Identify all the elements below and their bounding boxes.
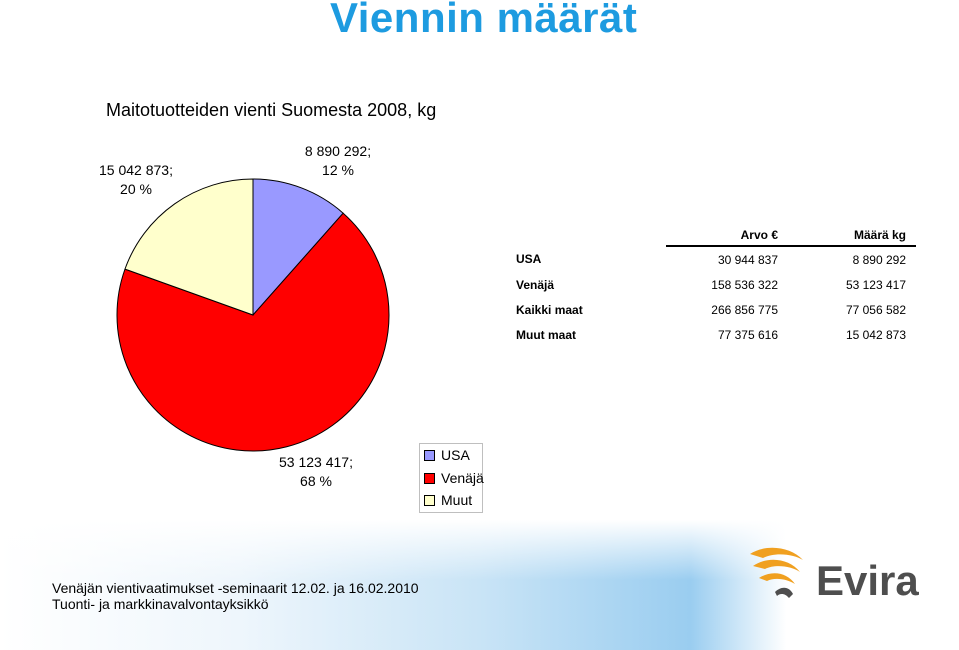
export-table: Arvo € Määrä kg USA 30 944 837 8 890 292… [516, 225, 916, 347]
table-cell-arvo: 30 944 837 [717, 252, 778, 267]
table-cell-arvo: 77 375 616 [717, 327, 778, 342]
chart-title: Maitotuotteiden vienti Suomesta 2008, kg [106, 100, 437, 120]
table-header-arvo: Arvo € [666, 225, 778, 247]
legend-label-usa: USA [441, 447, 470, 463]
table-cell-country: Kaikki maat [516, 302, 583, 317]
page-title: Viennin määrät [330, 0, 638, 41]
pie-label-percent: 12 % [322, 162, 354, 178]
evira-logo-mark [750, 547, 803, 598]
legend-label-muut: Muut [441, 492, 473, 508]
footer-line-1: Venäjän vientivaatimukset -seminaarit 12… [52, 580, 419, 596]
table-cell-maara: 53 123 417 [845, 277, 906, 292]
table-cell-arvo: 266 856 775 [711, 302, 778, 317]
legend-item-muut: Muut [424, 490, 472, 510]
pie-label-value: 15 042 873; [99, 162, 173, 178]
table-cell-maara: 77 056 582 [845, 302, 906, 317]
footer-text: Venäjän vientivaatimukset -seminaarit 12… [52, 580, 419, 612]
table-cell-country: USA [516, 252, 542, 266]
table-cell-arvo: 158 536 322 [711, 277, 778, 292]
legend-label-venaja: Venäjä [441, 470, 484, 486]
legend-swatch-muut [424, 494, 435, 506]
table-cell-maara: 8 890 292 [852, 252, 906, 267]
footer-line-2: Tuonti- ja markkinavalvontayksikkö [52, 596, 269, 612]
pie-label-percent: 20 % [120, 181, 152, 197]
table-cell-country: Muut maat [516, 327, 576, 342]
table-cell-maara: 15 042 873 [845, 327, 906, 342]
table-row: Venäjä 158 536 322 53 123 417 [516, 272, 916, 297]
legend-item-venaja: Venäjä [424, 468, 484, 488]
chart-legend: USA Venäjä Muut [419, 443, 484, 513]
legend-item-usa: USA [424, 445, 470, 465]
pie-label-value: 8 890 292; [305, 143, 371, 159]
table-row: Muut maat 77 375 616 15 042 873 [516, 322, 916, 347]
table-cell-country: Venäjä [516, 277, 555, 292]
table-header-country [516, 225, 666, 246]
legend-swatch-venaja [424, 472, 435, 484]
pie-label-value: 53 123 417; [279, 454, 353, 470]
pie-slice-muut [124, 178, 254, 316]
pie-slice-venj [116, 212, 390, 452]
table-row: Kaikki maat 266 856 775 77 056 582 [516, 297, 916, 322]
legend-swatch-usa [424, 449, 435, 461]
table-header-maara: Määrä kg [778, 225, 916, 247]
table-row: USA 30 944 837 8 890 292 [516, 246, 916, 272]
pie-slice-usa [252, 178, 344, 317]
pie-label-percent: 68 % [300, 473, 332, 489]
footer-banner [0, 520, 959, 650]
evira-logo-text: Evira [816, 557, 919, 604]
table-header-row: Arvo € Määrä kg [516, 225, 916, 247]
